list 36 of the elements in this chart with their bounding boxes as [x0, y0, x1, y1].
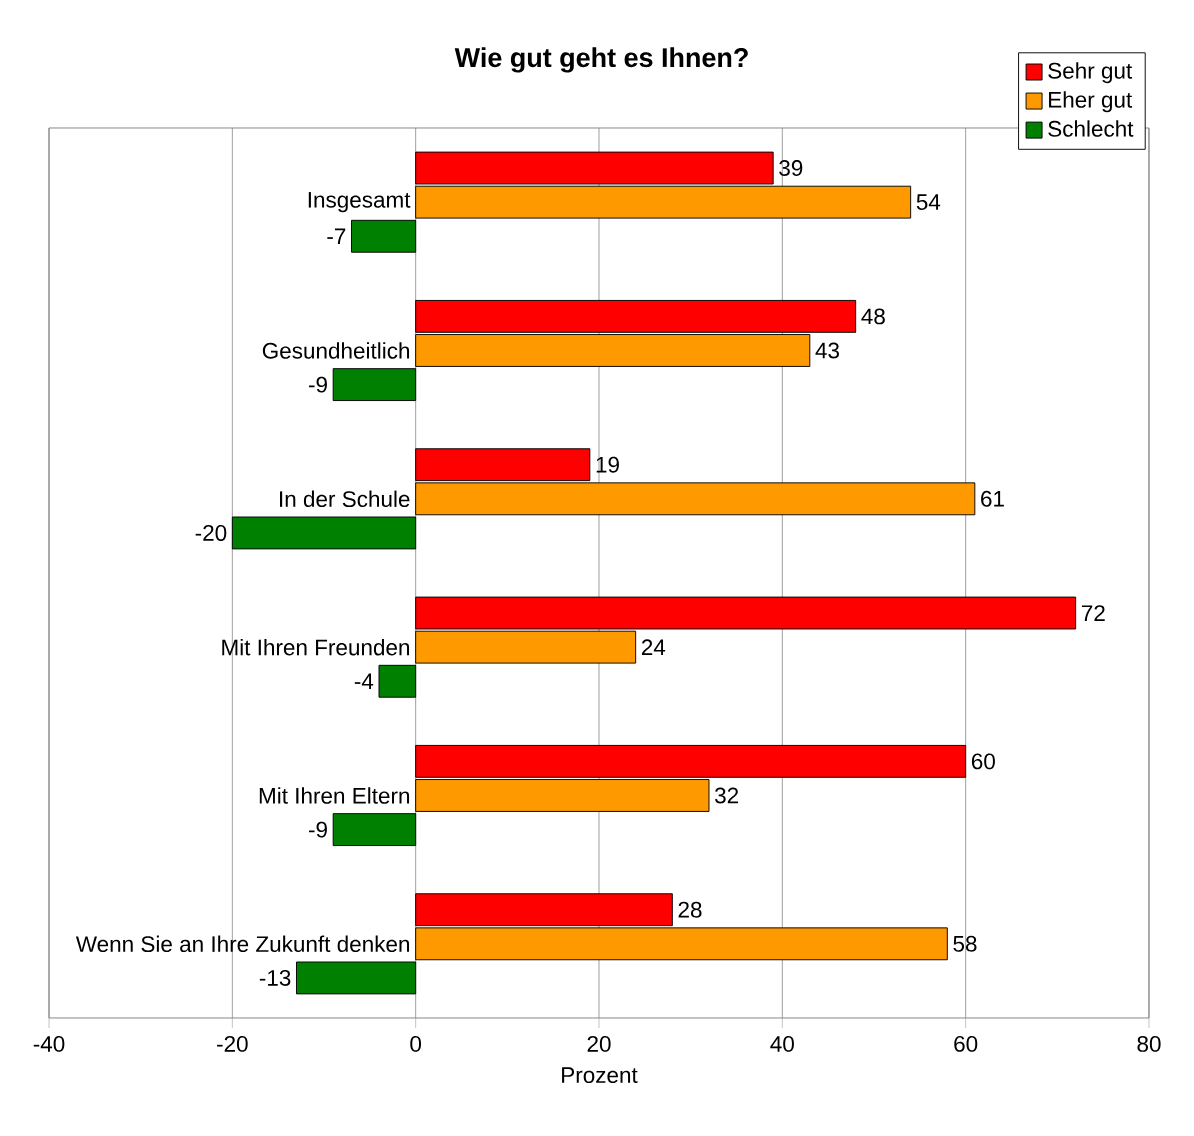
data-label: 61: [981, 490, 1004, 507]
x-tick-label: 40: [770, 1035, 794, 1052]
data-label: -9: [309, 821, 327, 838]
data-label: 28: [678, 901, 702, 918]
data-label: 54: [916, 194, 941, 211]
data-label: -4: [354, 673, 374, 690]
data-label: 58: [953, 935, 977, 952]
data-label: 72: [1081, 605, 1105, 621]
data-label: 19: [596, 456, 619, 473]
x-tick-label: -20: [217, 1035, 248, 1052]
legend-label: Eher gut: [1049, 91, 1133, 113]
data-label: -20: [195, 525, 227, 541]
y-tick-label: Mit Ihren Eltern: [259, 787, 410, 804]
y-tick-label: Gesundheitlich: [262, 342, 410, 359]
y-tick-label: Wenn Sie an Ihre Zukunft denken: [75, 935, 410, 953]
data-label: 39: [779, 160, 803, 177]
legend-label: Sehr gut: [1048, 62, 1133, 84]
x-tick-label: 60: [954, 1035, 978, 1052]
y-tick-label: Mit Ihren Freunden: [222, 638, 410, 656]
legend-label: Schlecht: [1048, 120, 1134, 137]
x-tick-label: -40: [33, 1035, 65, 1052]
x-tick-label: 80: [1137, 1035, 1161, 1052]
data-label: -7: [327, 228, 346, 245]
x-tick-label: 0: [410, 1035, 422, 1052]
x-tick-label: 20: [587, 1035, 611, 1052]
chart-title: Wie gut geht es Ihnen?: [454, 47, 748, 73]
data-label: -9: [309, 376, 327, 393]
data-label: 60: [971, 753, 995, 770]
data-label: 48: [861, 308, 885, 325]
data-label: 24: [641, 639, 666, 656]
data-label: 32: [714, 787, 739, 804]
x-axis-title: Prozent: [562, 1067, 638, 1084]
y-tick-label: In der Schule: [280, 490, 410, 508]
data-label: -13: [259, 970, 291, 986]
y-tick-label: Insgesamt: [308, 192, 411, 213]
data-label: 43: [815, 342, 839, 359]
